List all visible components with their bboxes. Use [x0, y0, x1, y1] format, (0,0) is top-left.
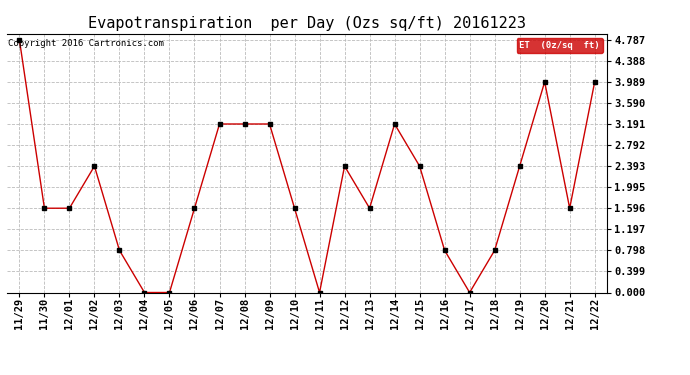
Legend: ET  (0z/sq  ft): ET (0z/sq ft) [517, 38, 602, 53]
Title: Evapotranspiration  per Day (Ozs sq/ft) 20161223: Evapotranspiration per Day (Ozs sq/ft) 2… [88, 16, 526, 31]
Text: Copyright 2016 Cartronics.com: Copyright 2016 Cartronics.com [8, 39, 164, 48]
